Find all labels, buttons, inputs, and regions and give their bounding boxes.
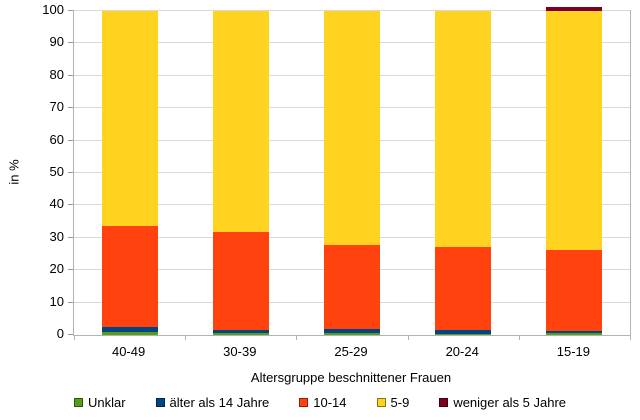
y-tick-mark (68, 42, 73, 44)
x-tick-mark (408, 336, 409, 340)
y-tick-mark (68, 10, 73, 11)
y-axis-tick-labels: 0 10 20 30 40 50 60 70 80 90 100 (0, 3, 64, 341)
bar-40-49 (101, 11, 158, 335)
chart-legend: Unklar älter als 14 Jahre 10-14 5-9 weniger … (0, 395, 640, 410)
x-axis-title: Altersgruppe beschnittener Frauen (250, 370, 452, 385)
bar-30-39 (212, 11, 269, 335)
bar-segment (435, 329, 492, 334)
bar-segment (546, 250, 603, 331)
x-axis-tick-labels: 40-49 30-39 25-29 20-24 15-19 (73, 344, 629, 360)
bar-segment (324, 11, 380, 246)
x-tick-label: 30-39 (223, 344, 257, 359)
y-tick-mark (68, 107, 73, 109)
legend-swatch-icon (73, 398, 83, 407)
bar-segment (546, 11, 603, 251)
legend-label: 10-14 (313, 395, 347, 410)
bar-segment (101, 331, 158, 335)
bar-segment (212, 329, 269, 334)
y-tick-label: 100 (42, 2, 64, 17)
bar-segment (101, 226, 158, 327)
y-tick-label: 10 (49, 293, 64, 309)
y-tick-label: 30 (49, 228, 64, 244)
bar-25-29 (324, 11, 380, 335)
bar-segment (101, 11, 158, 227)
bar-segment (324, 328, 380, 333)
x-tick-label: 20-24 (445, 344, 479, 359)
y-tick-mark (68, 334, 73, 335)
legend-label: Unklar (87, 395, 126, 410)
bar-segment (324, 332, 380, 335)
bar-20-24 (435, 11, 492, 335)
x-tick-mark (74, 336, 75, 340)
legend-item: älter als 14 Jahre (155, 395, 270, 410)
legend-item: weniger als 5 Jahre (439, 395, 566, 410)
legend-label: 5-9 (390, 395, 410, 410)
bar-segment (435, 247, 492, 330)
bar-segment (546, 333, 603, 335)
y-tick-label: 0 (56, 326, 64, 341)
legend-swatch-icon (439, 398, 449, 407)
x-tick-mark (630, 336, 631, 340)
legend-label: weniger als 5 Jahre (453, 395, 567, 410)
y-tick-label: 40 (49, 196, 64, 212)
y-tick-label: 60 (49, 131, 64, 147)
gridline (74, 10, 630, 11)
y-tick-label: 70 (49, 99, 64, 115)
bar-segment (546, 6, 603, 11)
bar-segment (435, 11, 492, 248)
legend-item: 10-14 (299, 395, 347, 410)
y-tick-mark (68, 204, 73, 206)
y-tick-label: 90 (49, 34, 64, 50)
legend-item: Unklar (73, 395, 126, 410)
x-tick-mark (185, 336, 186, 340)
bar-segment (101, 326, 158, 332)
y-tick-label: 50 (49, 164, 64, 179)
x-tick-label: 40-49 (111, 344, 146, 359)
legend-swatch-icon (299, 398, 309, 407)
legend-item: 5-9 (376, 395, 410, 410)
x-tick-label: 25-29 (334, 344, 368, 359)
legend-swatch-icon (155, 398, 165, 407)
bar-segment (435, 333, 492, 335)
y-tick-mark (68, 74, 73, 76)
y-tick-label: 80 (49, 66, 64, 82)
legend-swatch-icon (376, 398, 386, 407)
x-tick-label: 15-19 (556, 344, 591, 359)
bar-segment (212, 11, 269, 233)
plot-area (68, 6, 631, 340)
legend-label: älter als 14 Jahre (169, 395, 270, 410)
bar-segment (212, 333, 269, 335)
bar-segment (324, 245, 380, 329)
y-tick-mark (68, 236, 73, 238)
bar-segment (212, 232, 269, 330)
x-tick-mark (519, 336, 520, 340)
bar-15-19 (546, 6, 603, 335)
y-tick-mark (68, 139, 73, 141)
y-tick-label: 20 (49, 261, 64, 277)
y-tick-mark (68, 301, 73, 303)
bar-segment (546, 330, 603, 334)
y-tick-mark (68, 172, 73, 173)
y-tick-mark (68, 269, 73, 271)
x-tick-mark (296, 336, 297, 340)
